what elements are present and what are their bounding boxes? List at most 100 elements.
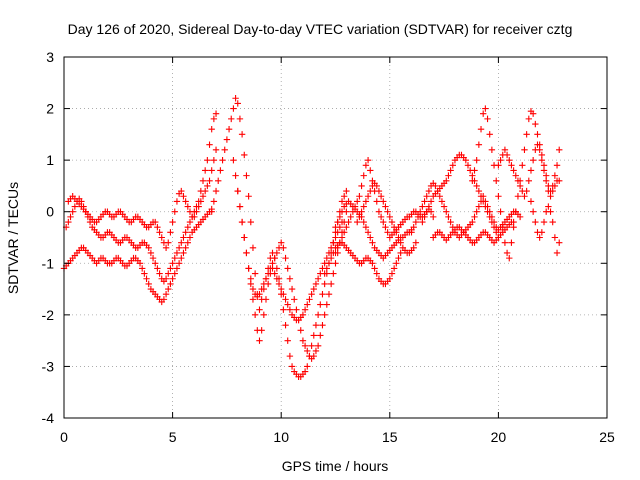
data-point [310,285,317,293]
data-point [291,296,298,303]
data-series [230,156,350,362]
data-point [245,265,252,272]
data-series [60,205,215,306]
data-point [197,198,205,205]
data-point [71,203,79,210]
data-point [536,234,543,241]
data-point [512,172,519,179]
data-point [293,306,300,313]
data-point [410,223,417,231]
data-point [497,156,504,164]
data-point [173,249,181,257]
data-point [165,239,172,246]
data-point [369,260,376,267]
data-point [486,213,493,221]
data-point [184,239,192,246]
data-point [162,275,170,282]
data-point [410,244,417,252]
data-point [264,270,272,277]
data-point [262,296,270,303]
axis-ticks: 0 5 10 15 20 25 -4 -3 -2 -1 0 1 2 3 [42,49,615,445]
data-point [325,291,333,298]
data-point [282,254,289,262]
data-point [477,126,485,133]
data-point [340,229,348,236]
data-point [506,254,513,262]
data-point [186,208,194,215]
data-point [297,327,304,334]
data-point [503,249,511,257]
data-point [308,291,315,298]
data-point [169,275,176,282]
y-axis-label: SDTVAR / TECUs [5,182,21,294]
data-point [471,167,478,174]
data-point [204,182,211,190]
data-point [371,265,378,272]
data-point [345,218,352,226]
data-point [269,265,276,272]
data-point [156,229,163,236]
data-point [380,198,387,205]
data-point [527,167,535,174]
data-point [280,306,287,313]
data-point [356,213,363,221]
data-point [553,249,561,257]
data-point [225,126,233,133]
data-point [258,327,265,334]
data-point [193,208,200,215]
data-point [256,291,263,298]
data-point [199,177,207,184]
data-point [553,162,561,169]
data-series [430,218,517,246]
data-point [338,208,346,215]
data-point [321,280,328,288]
data-point [284,265,291,272]
data-point [330,270,337,277]
data-point [419,203,426,210]
data-point [343,187,350,195]
data-point [236,203,244,210]
data-point [332,260,339,267]
data-point [529,110,537,117]
data-point [519,162,526,169]
data-point [375,187,383,195]
data-point [167,280,174,288]
data-point [390,223,398,231]
data-point [377,193,385,200]
data-point [417,208,424,215]
data-point [206,141,213,148]
data-point [260,311,268,319]
data-point [475,187,483,195]
data-point [495,162,502,169]
data-point [308,342,315,349]
data-point [138,265,146,272]
data-point [551,182,559,190]
data-point [323,301,331,308]
data-point [373,270,380,277]
data-point [215,177,222,184]
data-point [249,285,257,293]
data-point [423,193,430,200]
data-point [180,249,187,257]
data-point [525,115,533,123]
data-point [497,208,504,215]
data-point [182,244,189,252]
data-point [284,337,291,344]
data-point [382,203,389,210]
data-point [238,218,246,226]
x-axis-label: GPS time / hours [282,458,389,474]
data-point [475,141,483,148]
data-point [382,223,389,231]
data-point [384,208,391,215]
data-point [65,218,72,226]
data-point [306,296,313,303]
data-point [364,156,372,164]
data-point [534,131,541,138]
data-point [162,244,170,252]
data-point [288,363,296,370]
data-point [432,182,439,190]
data-point [234,187,241,195]
data-point [547,193,554,200]
data-point [232,172,239,179]
